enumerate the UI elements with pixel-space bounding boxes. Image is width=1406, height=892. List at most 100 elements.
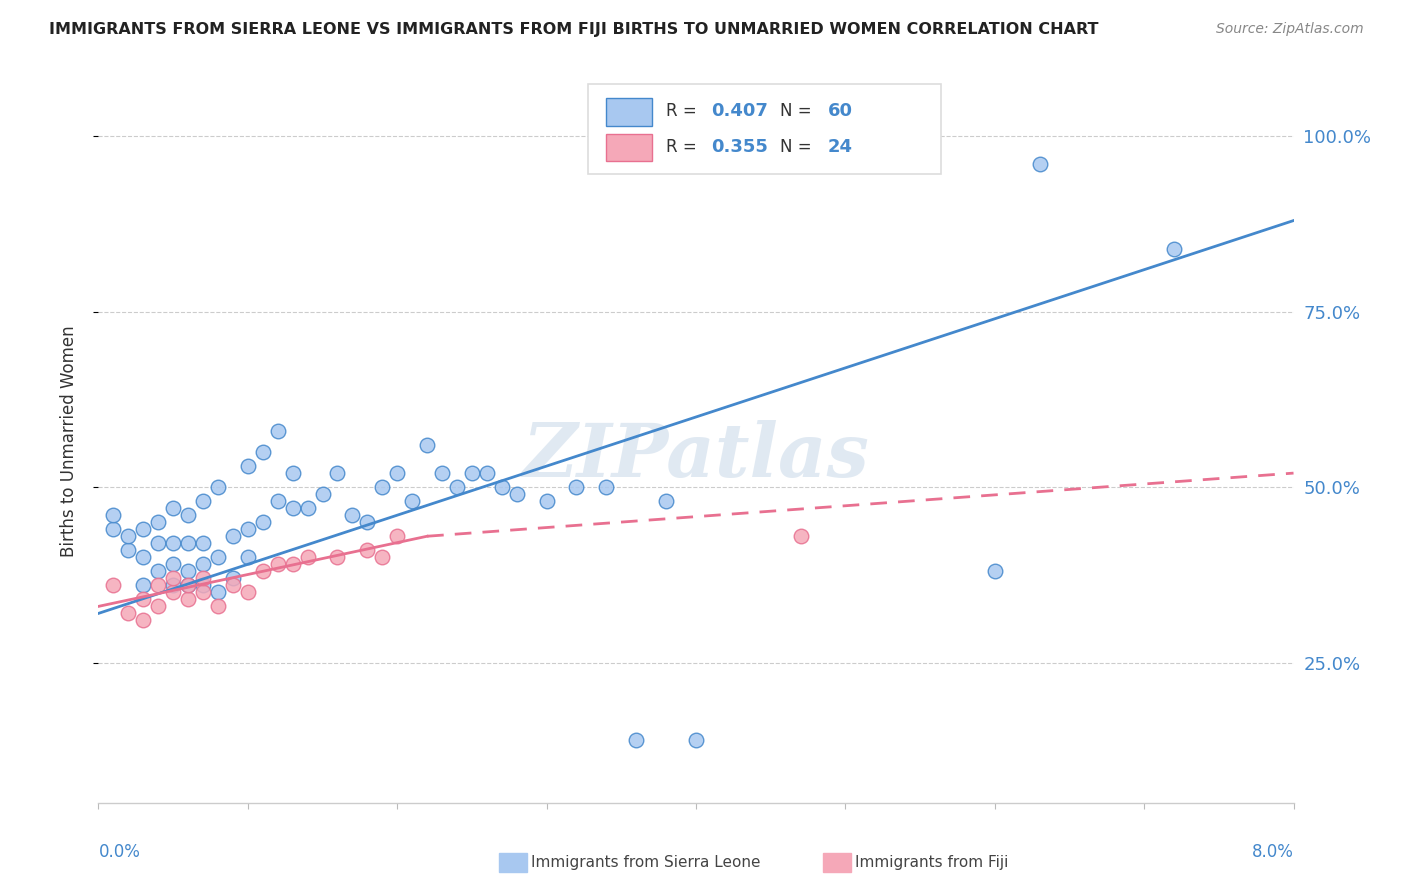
Point [191,536,214,550]
Point [252,515,274,529]
Point [148,515,170,529]
Text: N =: N = [779,137,817,156]
Point [506,487,529,501]
Text: Immigrants from Sierra Leone: Immigrants from Sierra Leone [531,855,761,870]
Point [984,564,1007,578]
Point [626,732,648,747]
Point [103,522,125,536]
Point [177,592,200,607]
Point [132,522,155,536]
Text: R =: R = [666,102,702,120]
Text: 0.355: 0.355 [711,137,769,156]
Point [475,466,498,480]
Point [222,529,245,543]
Point [311,487,333,501]
Point [162,571,184,585]
Point [297,501,319,516]
Point [162,501,184,516]
Point [191,578,214,592]
Point [207,550,229,565]
Text: 8.0%: 8.0% [1251,843,1294,861]
Point [536,494,558,508]
Point [789,529,811,543]
Point [177,578,200,592]
Point [162,536,184,550]
Text: IMMIGRANTS FROM SIERRA LEONE VS IMMIGRANTS FROM FIJI BIRTHS TO UNMARRIED WOMEN C: IMMIGRANTS FROM SIERRA LEONE VS IMMIGRAN… [49,22,1098,37]
Point [685,732,707,747]
Point [371,550,394,565]
Point [446,480,468,494]
FancyBboxPatch shape [606,134,652,161]
Point [207,480,229,494]
Point [1163,242,1185,256]
Point [401,494,423,508]
Point [371,480,394,494]
Point [267,424,290,438]
Point [191,571,214,585]
Point [356,543,378,558]
Point [177,578,200,592]
Point [177,564,200,578]
Point [385,529,409,543]
Point [461,466,484,480]
Point [1028,157,1050,171]
Y-axis label: Births to Unmarried Women: Births to Unmarried Women [59,326,77,558]
Point [236,585,259,599]
Point [236,550,259,565]
Point [267,558,290,572]
Text: Immigrants from Fiji: Immigrants from Fiji [855,855,1008,870]
Point [267,494,290,508]
Point [132,614,155,628]
Text: 0.407: 0.407 [711,102,769,120]
Text: ZIPatlas: ZIPatlas [523,420,869,492]
Point [103,578,125,592]
Point [132,592,155,607]
Point [356,515,378,529]
Point [236,522,259,536]
Point [565,480,588,494]
Point [281,558,304,572]
Text: 24: 24 [827,137,852,156]
Point [148,564,170,578]
FancyBboxPatch shape [606,98,652,126]
Point [430,466,453,480]
Point [132,578,155,592]
Point [222,571,245,585]
Text: 60: 60 [827,102,852,120]
Text: 0.0%: 0.0% [98,843,141,861]
Point [252,564,274,578]
Point [148,578,170,592]
Point [148,599,170,614]
Point [281,466,304,480]
Point [236,459,259,474]
Point [162,585,184,599]
Point [252,445,274,459]
Text: Source: ZipAtlas.com: Source: ZipAtlas.com [1216,22,1364,37]
Point [117,607,139,621]
Point [177,508,200,523]
Point [162,578,184,592]
Point [117,543,139,558]
Point [162,558,184,572]
Point [326,550,349,565]
Point [148,536,170,550]
Point [191,558,214,572]
FancyBboxPatch shape [589,84,941,174]
Point [191,494,214,508]
Point [385,466,409,480]
Point [207,585,229,599]
Point [297,550,319,565]
Point [222,578,245,592]
Point [281,501,304,516]
Point [117,529,139,543]
Point [207,599,229,614]
Text: N =: N = [779,102,817,120]
Text: R =: R = [666,137,702,156]
Point [177,536,200,550]
Point [491,480,513,494]
Point [342,508,364,523]
Point [132,550,155,565]
Point [103,508,125,523]
Point [655,494,678,508]
Point [595,480,617,494]
